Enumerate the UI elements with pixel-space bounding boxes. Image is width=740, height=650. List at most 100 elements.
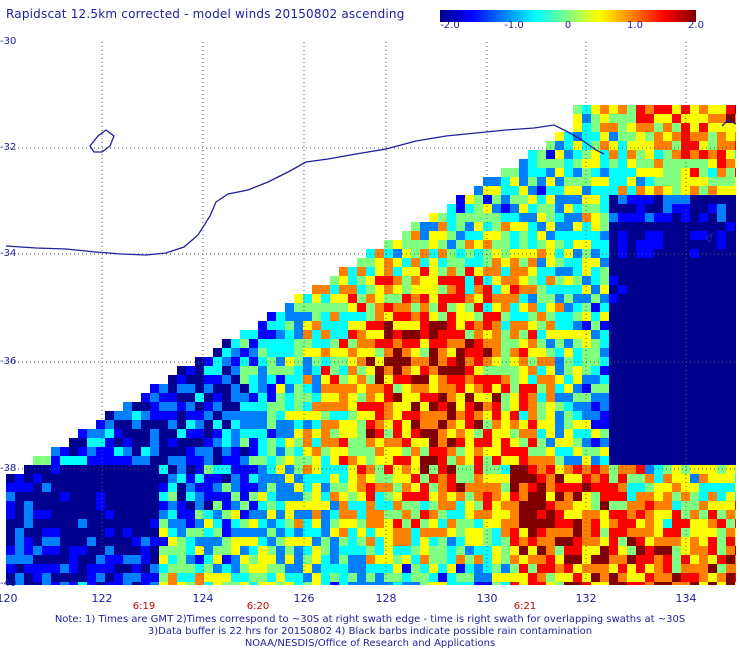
swath-cell	[564, 348, 573, 357]
swath-cell	[294, 348, 303, 357]
swath-cell	[141, 492, 150, 501]
swath-cell	[15, 546, 24, 555]
swath-cell	[645, 393, 654, 402]
swath-cell	[492, 438, 501, 447]
swath-cell	[420, 384, 429, 393]
swath-cell	[321, 303, 330, 312]
swath-cell	[618, 438, 627, 447]
swath-cell	[690, 123, 699, 132]
swath-cell	[582, 393, 591, 402]
swath-cell	[591, 186, 600, 195]
swath-cell	[438, 321, 447, 330]
swath-cell	[708, 456, 717, 465]
swath-cell	[627, 429, 636, 438]
swath-cell	[276, 573, 285, 582]
swath-cell	[573, 348, 582, 357]
swath-cell	[681, 429, 690, 438]
swath-cell	[519, 537, 528, 546]
swath-cell	[564, 483, 573, 492]
swath-cell	[717, 501, 726, 510]
swath-cell	[591, 438, 600, 447]
swath-cell	[618, 330, 627, 339]
swath-cell	[276, 564, 285, 573]
swath-cell	[150, 438, 159, 447]
swath-cell	[222, 366, 231, 375]
swath-cell	[690, 294, 699, 303]
swath-cell	[258, 564, 267, 573]
swath-cell	[537, 222, 546, 231]
swath-cell	[537, 528, 546, 537]
swath-cell	[555, 420, 564, 429]
swath-cell	[321, 330, 330, 339]
swath-cell	[645, 348, 654, 357]
swath-cell	[546, 240, 555, 249]
swath-cell	[321, 456, 330, 465]
swath-cell	[546, 285, 555, 294]
swath-cell	[546, 321, 555, 330]
swath-cell	[708, 546, 717, 555]
swath-cell	[285, 447, 294, 456]
swath-cell	[348, 384, 357, 393]
swath-cell	[267, 528, 276, 537]
swath-cell	[663, 249, 672, 258]
swath-cell	[672, 501, 681, 510]
swath-cell	[510, 564, 519, 573]
swath-cell	[537, 501, 546, 510]
swath-cell	[609, 537, 618, 546]
swath-cell	[717, 564, 726, 573]
swath-cell	[186, 366, 195, 375]
swath-cell	[600, 582, 609, 585]
swath-cell	[591, 330, 600, 339]
swath-cell	[402, 573, 411, 582]
swath-cell	[609, 384, 618, 393]
swath-cell	[429, 420, 438, 429]
swath-cell	[492, 573, 501, 582]
swath-cell	[708, 231, 717, 240]
swath-cell	[294, 384, 303, 393]
swath-cell	[42, 537, 51, 546]
swath-cell	[618, 177, 627, 186]
swath-cell	[699, 411, 708, 420]
swath-cell	[708, 438, 717, 447]
swath-cell	[249, 564, 258, 573]
swath-cell	[357, 555, 366, 564]
swath-cell	[492, 465, 501, 474]
swath-cell	[393, 249, 402, 258]
swath-cell	[492, 213, 501, 222]
swath-cell	[600, 213, 609, 222]
swath-cell	[519, 177, 528, 186]
swath-cell	[600, 366, 609, 375]
swath-cell	[645, 384, 654, 393]
swath-cell	[708, 186, 717, 195]
swath-cell	[600, 132, 609, 141]
swath-cell	[60, 456, 69, 465]
swath-cell	[141, 429, 150, 438]
swath-cell	[339, 438, 348, 447]
swath-cell	[384, 429, 393, 438]
swath-cell	[357, 465, 366, 474]
swath-cell	[699, 555, 708, 564]
swath-cell	[645, 204, 654, 213]
swath-cell	[573, 420, 582, 429]
swath-cell	[24, 510, 33, 519]
swath-cell	[465, 492, 474, 501]
swath-cell	[222, 429, 231, 438]
swath-cell	[699, 393, 708, 402]
swath-cell	[726, 114, 735, 123]
swath-cell	[555, 375, 564, 384]
swath-cell	[348, 375, 357, 384]
swath-cell	[303, 537, 312, 546]
swath-cell	[564, 258, 573, 267]
swath-cell	[204, 393, 213, 402]
swath-cell	[681, 141, 690, 150]
swath-cell	[276, 492, 285, 501]
swath-cell	[447, 528, 456, 537]
swath-cell	[528, 195, 537, 204]
swath-cell	[537, 510, 546, 519]
swath-cell	[357, 402, 366, 411]
swath-cell	[663, 366, 672, 375]
swath-cell	[537, 366, 546, 375]
swath-cell	[600, 393, 609, 402]
swath-cell	[555, 249, 564, 258]
swath-cell	[528, 231, 537, 240]
